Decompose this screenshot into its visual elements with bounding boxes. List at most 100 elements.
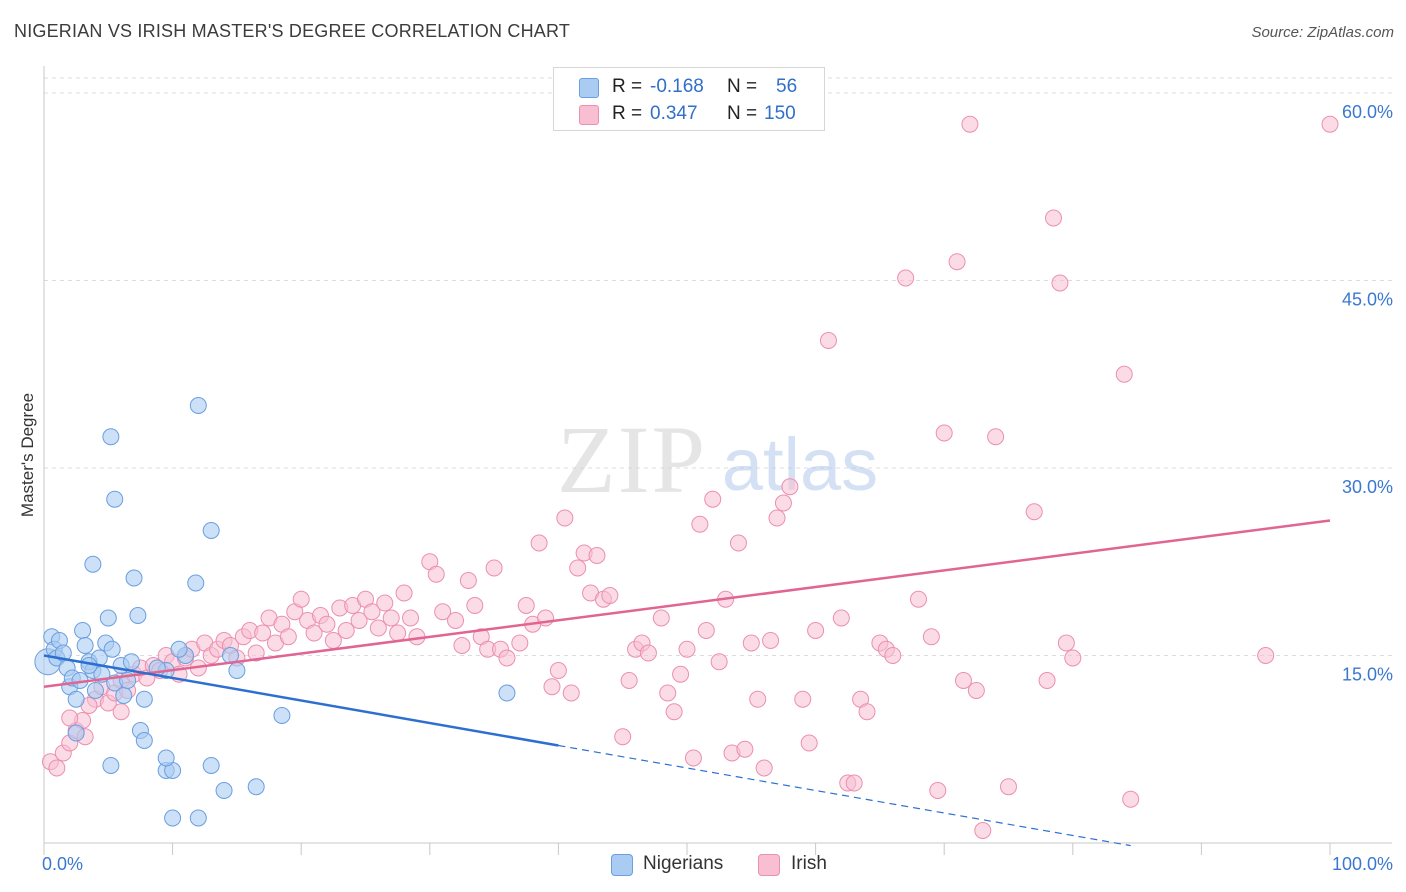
irish-point [807, 622, 825, 639]
irish-point [247, 644, 265, 662]
irish-point [569, 559, 587, 577]
irish-point [453, 637, 471, 654]
stats-row-nigerians: R = -0.168 N = 56 [554, 73, 824, 101]
source-label: Source: ZipAtlas.com [1251, 24, 1394, 41]
irish-point [948, 253, 966, 271]
nigerian-point [74, 622, 92, 639]
watermark-atlas: atlas [722, 423, 878, 506]
nigerian-point [102, 757, 120, 774]
nigerian-point [115, 687, 133, 704]
irish-point [1257, 647, 1275, 664]
irish-swatch [579, 105, 599, 125]
irish-point [684, 749, 702, 767]
x-tick-label-1: 100.0% [1332, 854, 1393, 874]
irish-point [678, 640, 696, 658]
irish-point [691, 515, 709, 533]
nigerian-point [164, 809, 182, 827]
irish-point [639, 644, 657, 662]
nigerian-point [202, 757, 220, 774]
irish-point [800, 734, 818, 752]
irish-point [672, 665, 690, 683]
nigerian-point [228, 662, 246, 679]
nigerian-point [135, 690, 153, 708]
irish-point [549, 662, 567, 679]
irish-point [1051, 274, 1069, 292]
nigerian-point [102, 428, 120, 446]
nigerian-points [34, 397, 516, 827]
n-label: N = [727, 76, 758, 97]
nigerian-point [86, 682, 104, 699]
nigerian-point [67, 690, 85, 708]
irish-point [652, 609, 670, 627]
irish-point [1321, 115, 1339, 133]
r-value: -0.168 [650, 76, 704, 97]
nigerian-point [187, 574, 205, 592]
nigerian-point [129, 607, 147, 624]
n-label: N = [727, 103, 758, 124]
irish-point [755, 759, 773, 777]
irish-point [395, 584, 413, 602]
nigerian-point [247, 778, 265, 796]
irish-point [929, 782, 947, 799]
chart-title: NIGERIAN VS IRISH MASTER'S DEGREE CORREL… [14, 21, 571, 41]
irish-point [935, 424, 953, 442]
irish-points [41, 115, 1339, 839]
irish-point [1064, 649, 1082, 667]
irish-point [954, 672, 972, 689]
irish-point [774, 494, 792, 512]
irish-legend-label: Irish [791, 853, 827, 874]
nigerian-point [122, 653, 140, 671]
irish-point [402, 609, 420, 627]
irish-point [922, 628, 940, 646]
irish-point [337, 622, 355, 639]
nigerian-point [157, 749, 175, 767]
irish-point [858, 703, 876, 721]
r-label: R = [612, 76, 643, 97]
irish-point [427, 565, 445, 583]
nigerian-point [76, 637, 94, 654]
nigerian-trend-line [43, 654, 559, 747]
irish-point [974, 822, 992, 839]
nigerian-point [103, 640, 121, 658]
irish-point [762, 632, 780, 649]
irish-point [511, 634, 529, 652]
x-tick-label-0: 0.0% [42, 854, 83, 874]
irish-point [1057, 634, 1075, 652]
watermark-zip: ZIP [557, 406, 707, 513]
y-tick-label-1: 30.0% [1342, 477, 1393, 497]
trend-lines [43, 519, 1331, 847]
irish-point [749, 690, 767, 708]
irish-point [729, 534, 747, 552]
irish-point [620, 672, 638, 689]
irish-point [61, 709, 79, 727]
irish-point [884, 647, 902, 664]
irish-point [498, 649, 516, 667]
irish-point [832, 609, 850, 627]
irish-point [363, 603, 381, 621]
y-axis-label: Master's Degree [18, 393, 37, 517]
nigerian-point [215, 782, 233, 799]
stats-row-irish: R = 0.347 N = 150 [554, 100, 824, 128]
irish-point [614, 728, 632, 746]
r-label: R = [612, 103, 643, 124]
irish-point [704, 490, 722, 508]
irish-point [382, 609, 400, 627]
irish-point [517, 597, 535, 614]
irish-point [305, 624, 323, 642]
irish-point [556, 509, 574, 527]
irish-point [845, 774, 863, 792]
irish-point [897, 269, 915, 287]
irish-point [665, 703, 683, 721]
irish-point [659, 684, 677, 702]
nigerian-point [498, 684, 516, 702]
nigerian-point [189, 809, 207, 827]
irish-point [1025, 503, 1043, 521]
irish-point [987, 428, 1005, 446]
irish-point [485, 559, 503, 577]
irish-point [434, 603, 452, 621]
irish-point [961, 115, 979, 133]
nigerian-point [99, 609, 117, 627]
irish-point [543, 678, 561, 696]
stats-legend: R = -0.168 N = 56 R = 0.347 N = 150 [553, 67, 825, 131]
